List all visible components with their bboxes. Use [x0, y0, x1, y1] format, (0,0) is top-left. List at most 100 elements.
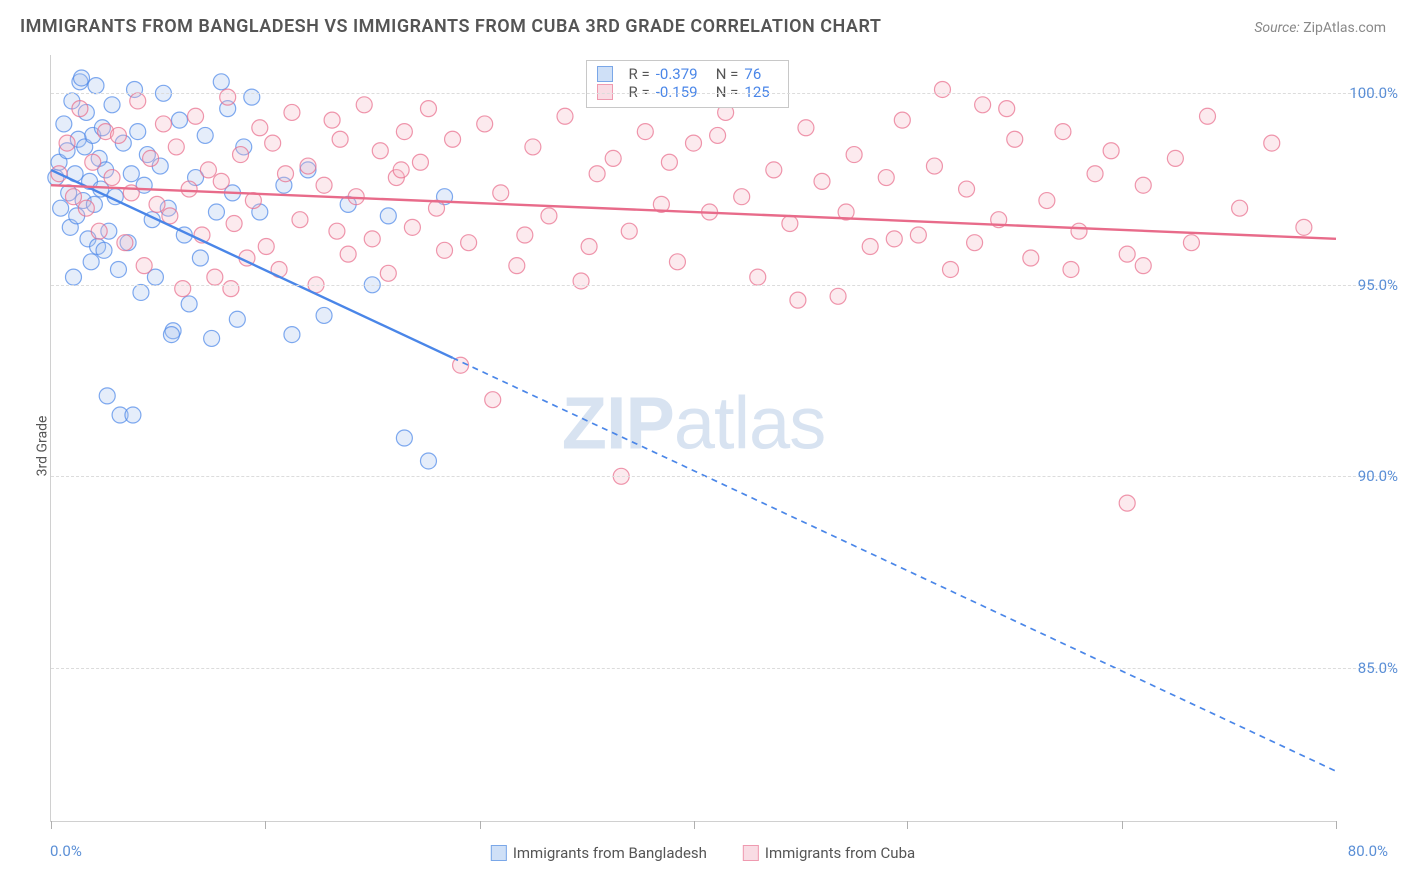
data-point: [1071, 223, 1087, 239]
data-point: [557, 108, 573, 124]
data-point: [1119, 246, 1135, 262]
x-axis-min-label: 0.0%: [50, 842, 82, 860]
data-point: [143, 150, 159, 166]
data-point: [252, 120, 268, 136]
data-point: [125, 407, 141, 423]
data-point: [910, 227, 926, 243]
data-point: [162, 208, 178, 224]
data-point: [734, 189, 750, 205]
data-point: [332, 131, 348, 147]
data-point: [461, 235, 477, 251]
data-point: [110, 127, 126, 143]
data-point: [396, 430, 412, 446]
data-point: [110, 261, 126, 277]
data-point: [420, 101, 436, 117]
data-point: [1135, 258, 1151, 274]
data-point: [149, 196, 165, 212]
data-point: [589, 166, 605, 182]
data-point: [136, 258, 152, 274]
data-point: [886, 231, 902, 247]
data-point: [509, 258, 525, 274]
data-point: [878, 170, 894, 186]
data-point: [204, 330, 220, 346]
data-point: [710, 127, 726, 143]
data-point: [181, 181, 197, 197]
n-label: N =: [716, 65, 739, 83]
data-point: [192, 250, 208, 266]
n-value: 76: [744, 65, 778, 83]
source-name: ZipAtlas.com: [1303, 20, 1386, 36]
plot-svg: [51, 55, 1336, 821]
data-point: [340, 246, 356, 262]
data-point: [959, 181, 975, 197]
y-tick-label: 95.0%: [1358, 276, 1398, 294]
data-point: [1183, 235, 1199, 251]
data-point: [766, 162, 782, 178]
data-point: [99, 388, 115, 404]
data-point: [1007, 131, 1023, 147]
data-point: [1063, 261, 1079, 277]
n-label: N =: [716, 83, 739, 101]
data-point: [83, 254, 99, 270]
y-tick-label: 85.0%: [1358, 659, 1398, 677]
y-tick-label: 100.0%: [1349, 84, 1398, 102]
data-point: [117, 235, 133, 251]
x-tick: [480, 821, 481, 829]
data-point: [541, 208, 557, 224]
data-point: [493, 185, 509, 201]
r-value: -0.159: [656, 83, 706, 101]
data-point: [661, 154, 677, 170]
data-point: [265, 135, 281, 151]
data-point: [329, 223, 345, 239]
data-point: [396, 124, 412, 140]
data-point: [300, 158, 316, 174]
data-point: [1119, 495, 1135, 511]
data-point: [226, 216, 242, 232]
data-point: [894, 112, 910, 128]
x-tick: [1122, 821, 1123, 829]
data-point: [316, 307, 332, 323]
r-label: R =: [629, 65, 650, 83]
data-point: [1264, 135, 1280, 151]
data-point: [197, 127, 213, 143]
data-point: [1296, 219, 1312, 235]
inset-legend-row: R =-0.159N =125: [597, 83, 779, 101]
r-value: -0.379: [656, 65, 706, 83]
data-point: [380, 265, 396, 281]
x-tick: [265, 821, 266, 829]
chart-title: IMMIGRANTS FROM BANGLADESH VS IMMIGRANTS…: [20, 16, 881, 37]
gridline: [51, 93, 1396, 94]
legend-swatch: [597, 84, 613, 100]
data-point: [123, 166, 139, 182]
data-point: [485, 392, 501, 408]
data-point: [59, 135, 75, 151]
data-point: [324, 112, 340, 128]
data-point: [258, 239, 274, 255]
data-point: [163, 327, 179, 343]
legend-swatch: [743, 845, 759, 861]
data-point: [229, 311, 245, 327]
data-point: [782, 216, 798, 232]
bottom-legend-item: Immigrants from Cuba: [743, 844, 915, 862]
data-point: [78, 200, 94, 216]
data-point: [686, 135, 702, 151]
data-point: [233, 147, 249, 163]
data-point: [1135, 177, 1151, 193]
data-point: [200, 162, 216, 178]
bottom-legend-item: Immigrants from Bangladesh: [491, 844, 707, 862]
data-point: [91, 223, 107, 239]
legend-label: Immigrants from Cuba: [765, 844, 915, 862]
data-point: [420, 453, 436, 469]
data-point: [1087, 166, 1103, 182]
data-point: [621, 223, 637, 239]
data-point: [316, 177, 332, 193]
data-point: [1039, 193, 1055, 209]
data-point: [130, 124, 146, 140]
data-point: [380, 208, 396, 224]
legend-swatch: [597, 66, 613, 82]
data-point: [188, 108, 204, 124]
data-point: [790, 292, 806, 308]
y-axis-label: 3rd Grade: [34, 416, 50, 477]
data-point: [96, 242, 112, 258]
data-point: [372, 143, 388, 159]
